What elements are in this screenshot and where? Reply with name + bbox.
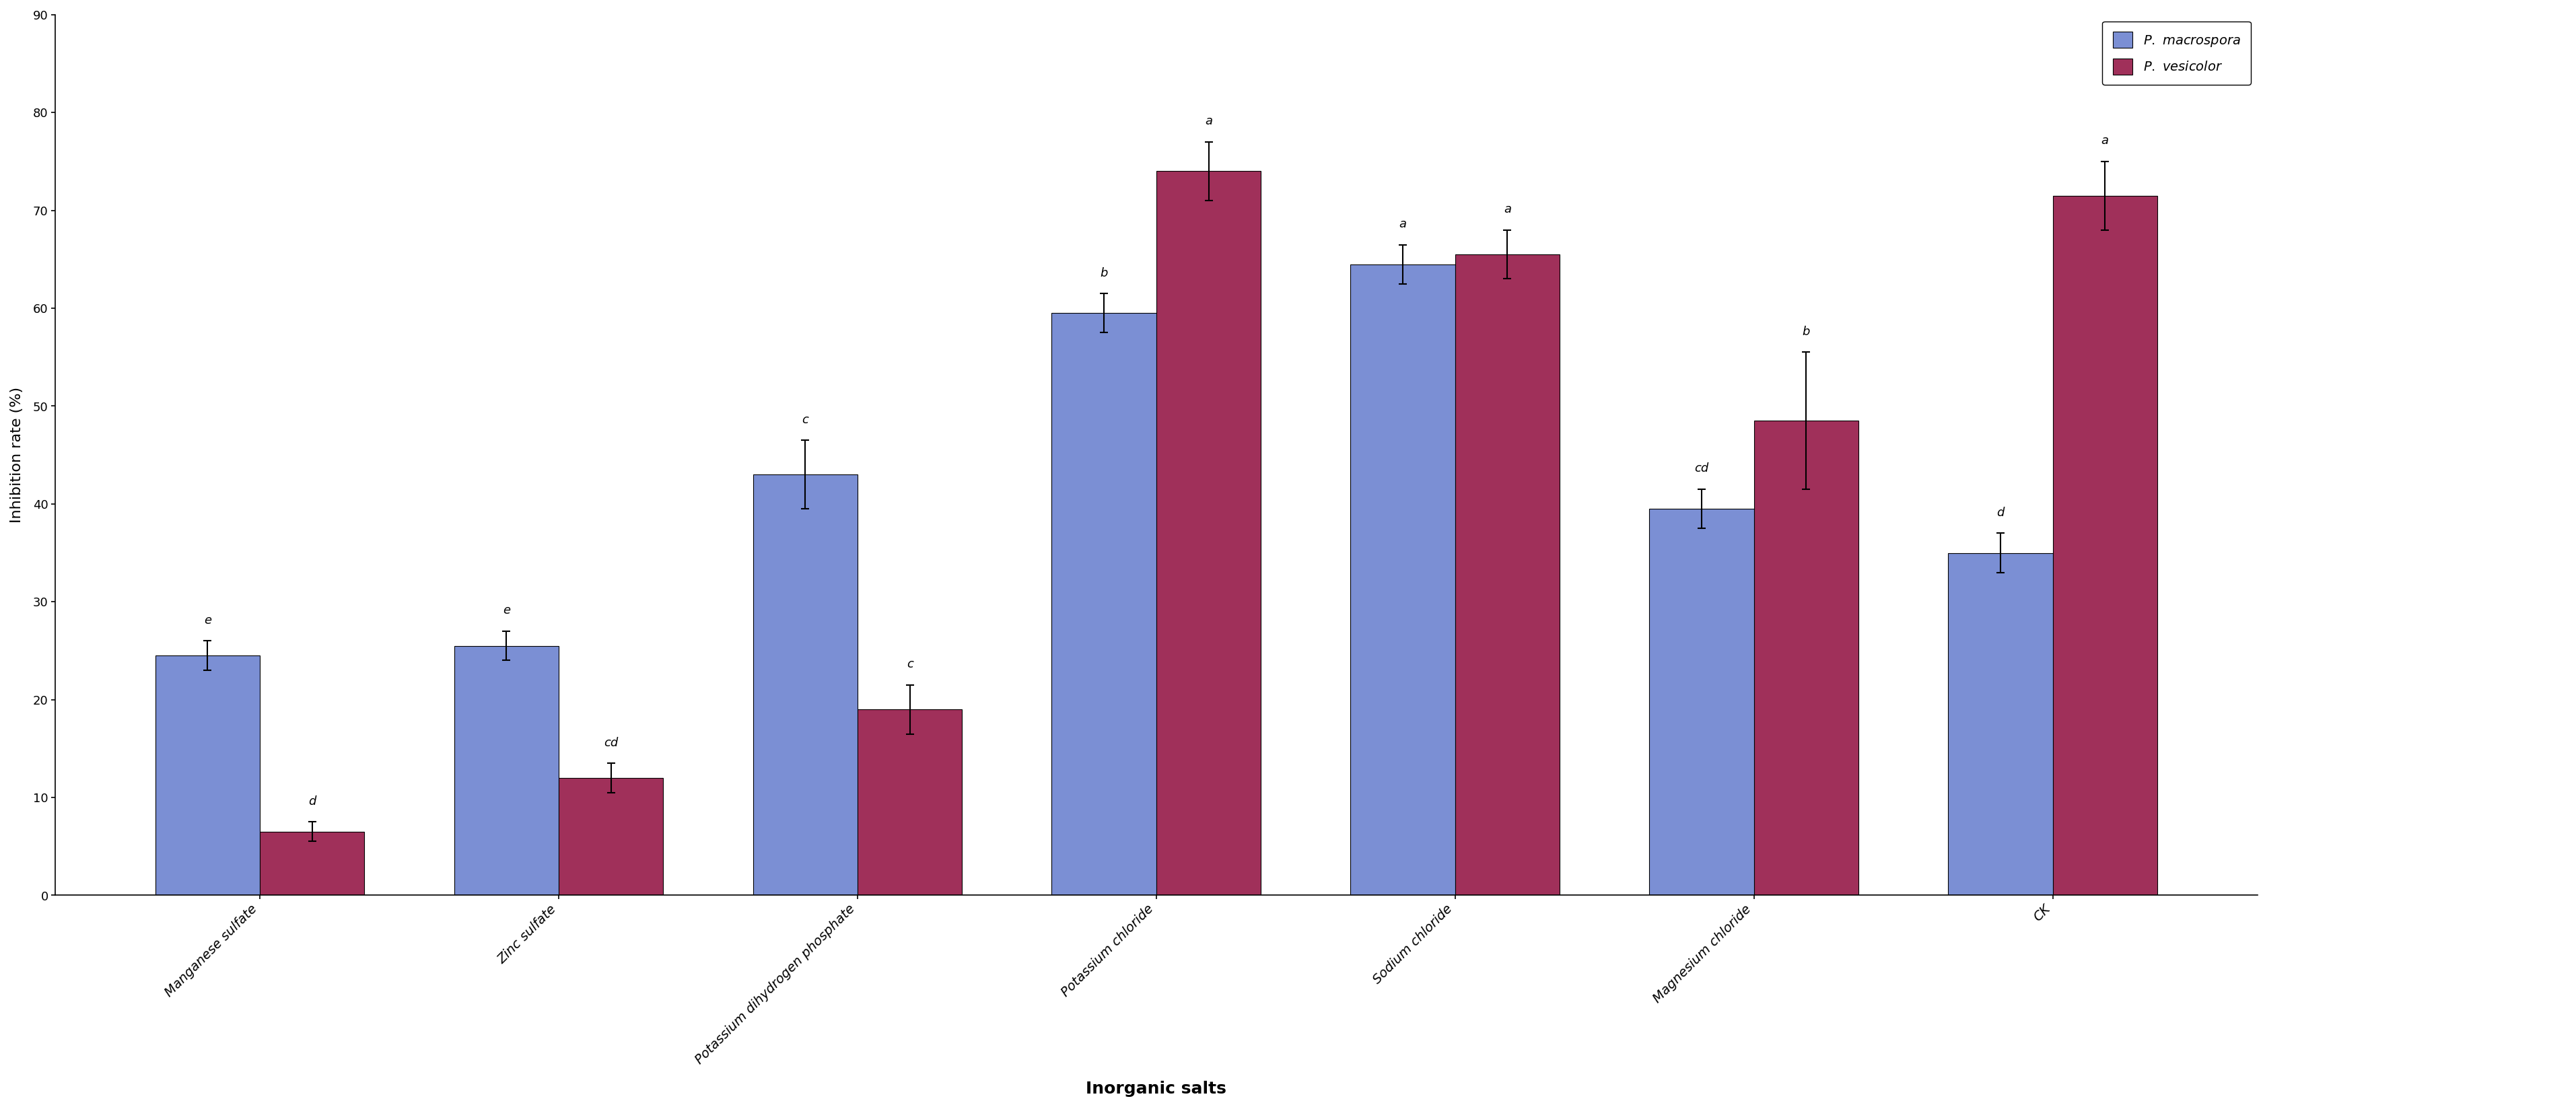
Bar <box>155 655 260 896</box>
Y-axis label: Inhibition rate (%): Inhibition rate (%) <box>10 387 23 524</box>
Bar <box>1455 255 1558 896</box>
Legend: $\it{P.\ macrospora}$, $\it{P.\ vesicolor}$: $\it{P.\ macrospora}$, $\it{P.\ vesicolo… <box>2102 21 2251 85</box>
Text: a: a <box>2102 135 2107 147</box>
Bar <box>1649 509 1754 896</box>
Text: d: d <box>1996 507 2004 519</box>
Bar <box>260 831 363 896</box>
Text: e: e <box>502 604 510 617</box>
Bar <box>858 710 961 896</box>
Text: cd: cd <box>603 736 618 748</box>
Bar <box>453 645 559 896</box>
Text: a: a <box>1399 218 1406 230</box>
Text: b: b <box>1801 325 1808 338</box>
Text: e: e <box>204 614 211 627</box>
Bar <box>559 778 662 896</box>
X-axis label: Inorganic salts: Inorganic salts <box>1084 1080 1226 1097</box>
Bar <box>1051 313 1157 896</box>
Text: cd: cd <box>1695 463 1708 475</box>
Text: a: a <box>1206 115 1211 127</box>
Bar <box>1947 552 2053 896</box>
Text: c: c <box>801 414 809 426</box>
Bar <box>1157 172 1260 896</box>
Text: b: b <box>1100 267 1108 279</box>
Text: d: d <box>309 795 317 807</box>
Text: c: c <box>907 659 912 671</box>
Text: a: a <box>1504 204 1510 216</box>
Bar <box>1350 265 1455 896</box>
Bar <box>2053 196 2156 896</box>
Bar <box>752 475 858 896</box>
Bar <box>1754 421 1857 896</box>
